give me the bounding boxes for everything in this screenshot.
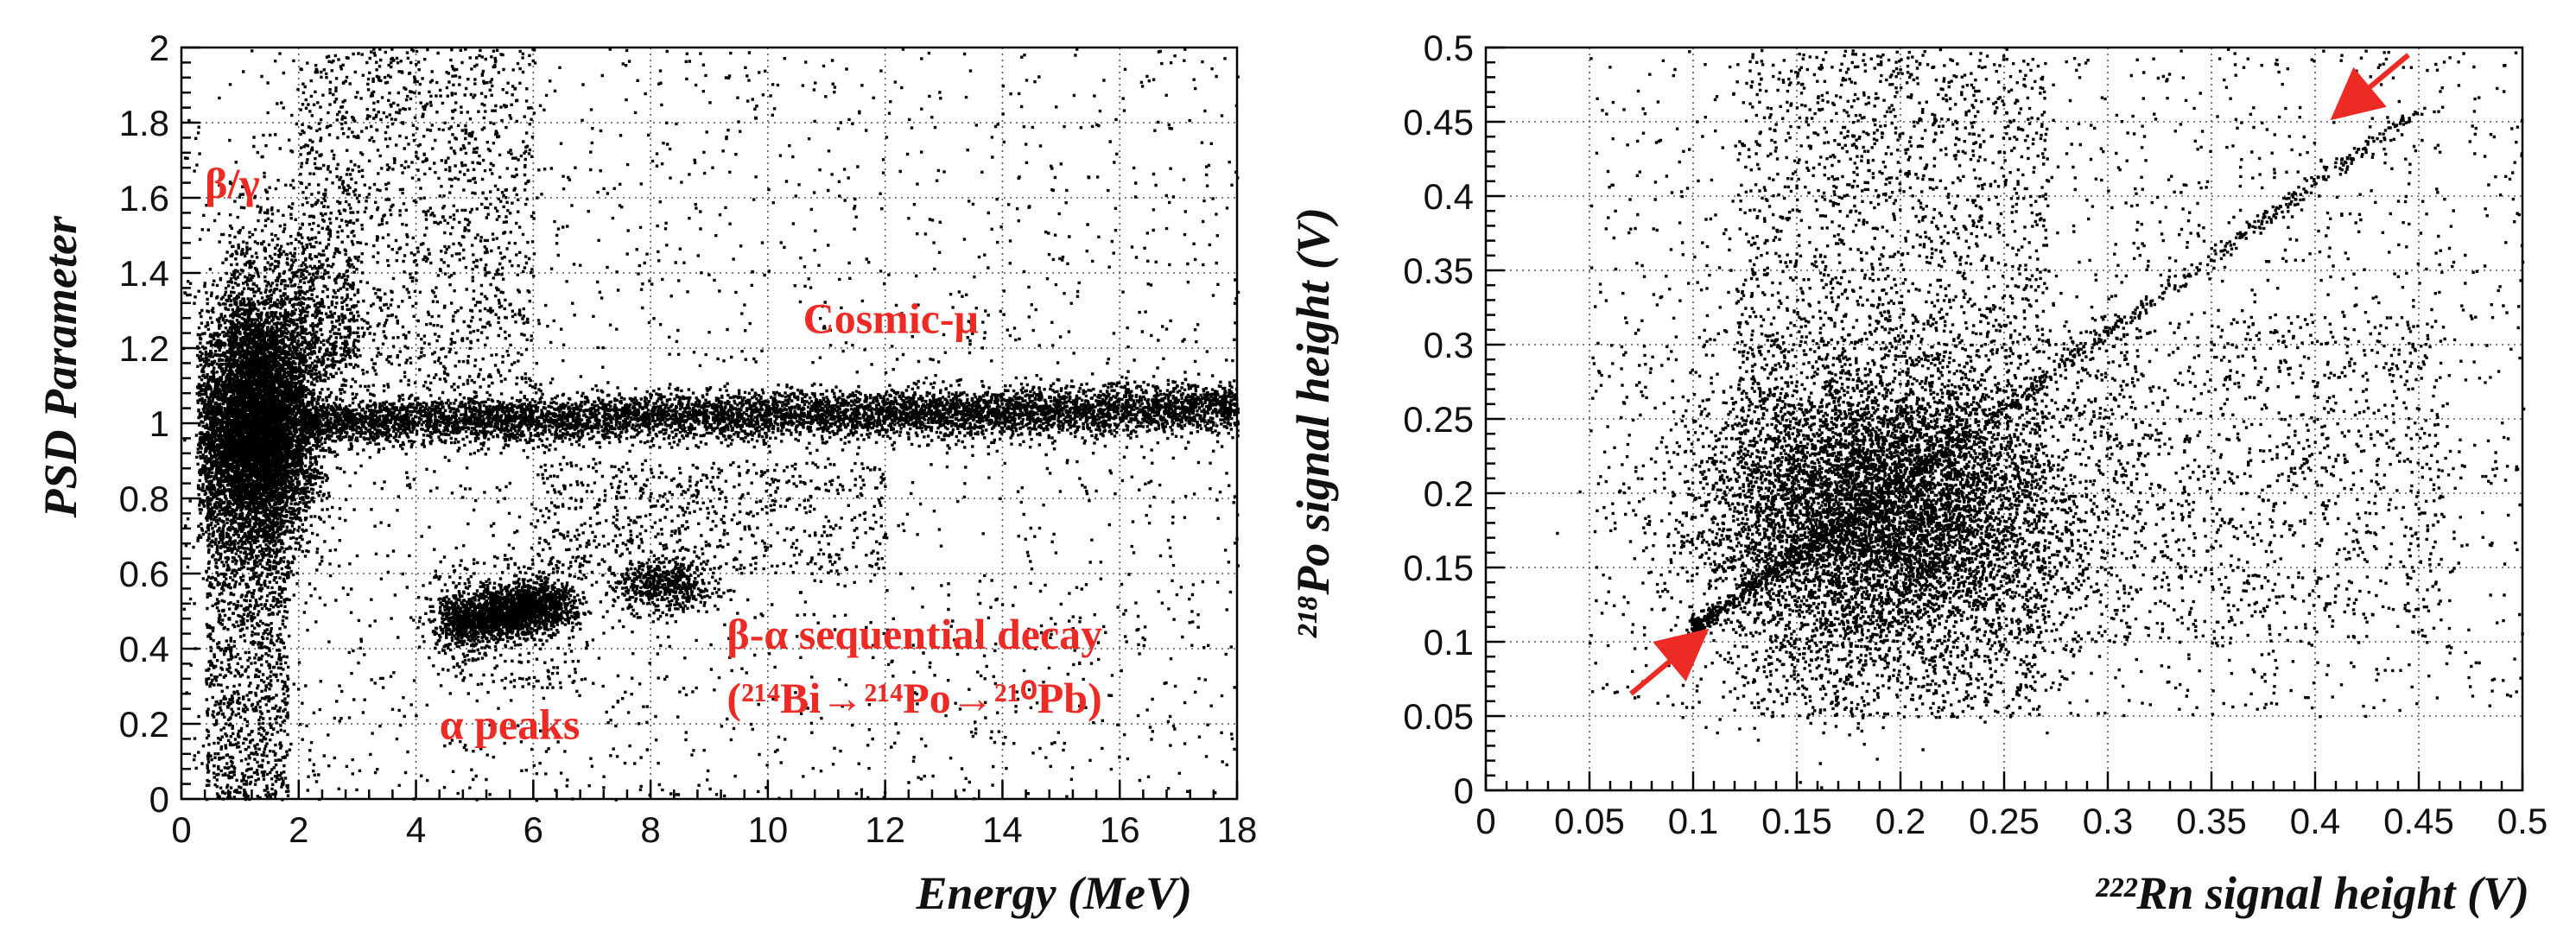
x-tick-label: 12: [865, 809, 905, 850]
y-tick-label: 0.1: [1424, 622, 1474, 663]
right-x-tick-labels: 0 0.05 0.1 0.15 0.2 0.25 0.3 0.35 0.4 0.45 0.5: [1475, 801, 2547, 841]
y-tick-label: 0: [149, 779, 169, 820]
annotation-cosmic-mu: Cosmic-μ: [803, 295, 979, 343]
y-tick-label: 1.8: [119, 103, 169, 143]
y-tick-label: 0.05: [1403, 696, 1474, 737]
red-arrow-1: [1629, 628, 1710, 696]
y-tick-label: 2: [149, 28, 169, 68]
y-tick-label: 0: [1454, 770, 1474, 811]
x-tick-label: 4: [406, 809, 426, 850]
annotation-alpha-peaks: α peaks: [440, 700, 581, 748]
left-scatter-points: [181, 48, 1240, 802]
y-tick-label: 1: [149, 403, 169, 444]
y-tick-label: 0.8: [119, 479, 169, 519]
y-tick-label: 0.4: [119, 629, 169, 669]
x-tick-label: 0.2: [1875, 801, 1926, 841]
y-tick-label: 0.25: [1403, 399, 1474, 440]
left-x-tick-labels: 0 2 4 6 8 10 12 14 16 18: [171, 809, 1257, 850]
x-tick-label: 0.25: [1969, 801, 2040, 841]
left-ticks: [180, 46, 1239, 801]
x-tick-label: 0.4: [2290, 801, 2340, 841]
y-tick-label: 0.2: [1424, 473, 1474, 514]
left-annotations: β/γ Cosmic-μ α peaks β-α sequential deca…: [205, 159, 1102, 748]
y-tick-label: 1.6: [119, 178, 169, 219]
right-plot-frame: [1484, 46, 2524, 792]
x-tick-label: 0.35: [2176, 801, 2247, 841]
right-grid: [1486, 48, 2522, 790]
x-tick-label: 0.1: [1668, 801, 1718, 841]
left-y-tick-labels: 0 0.2 0.4 0.6 0.8 1 1.2 1.4 1.6 1.8 2: [119, 28, 169, 820]
scatter-point-cloud: [181, 48, 1240, 802]
right-chart: 0 0.05 0.1 0.15 0.2 0.25 0.3 0.35 0.4 0.45 0.5 0 0.…: [1287, 28, 2547, 919]
y-tick-label: 0.3: [1424, 325, 1474, 365]
red-arrow-2: [2330, 53, 2410, 121]
left-chart: 0 2 4 6 8 10 12 14 16 18 0 0.2 0.4 0.6 0.8 1 1.2 1.4 1.6 1…: [35, 28, 1257, 919]
x-tick-label: 0.3: [2083, 801, 2133, 841]
y-tick-label: 0.5: [1424, 28, 1474, 68]
annotation-beta-gamma: β/γ: [205, 159, 260, 207]
x-tick-label: 6: [523, 809, 543, 850]
annotation-beta-alpha-decay: β-α sequential decay: [726, 610, 1102, 658]
y-tick-label: 0.45: [1403, 102, 1474, 143]
scatter-point-cloud: [1556, 48, 2526, 789]
y-tick-label: 0.6: [119, 554, 169, 594]
y-tick-label: 1.2: [119, 328, 169, 369]
right-arrows: [1629, 53, 2410, 696]
x-tick-label: 18: [1217, 809, 1258, 850]
right-scatter-points: [1556, 48, 2526, 789]
x-tick-label: 8: [640, 809, 660, 850]
right-y-axis-title: ²¹⁸Po signal height (V): [1287, 207, 1339, 639]
x-tick-label: 0: [1475, 801, 1495, 841]
x-tick-label: 10: [748, 809, 789, 850]
y-tick-label: 0.4: [1424, 176, 1474, 217]
annotation-decay-chain: (²¹⁴Bi→²¹⁴Po→²¹⁰Pb): [726, 674, 1101, 722]
x-tick-label: 0.15: [1761, 801, 1832, 841]
x-tick-label: 16: [1100, 809, 1140, 850]
right-y-tick-labels: 0 0.05 0.1 0.15 0.2 0.25 0.3 0.35 0.4 0.45 0.5: [1403, 28, 1474, 811]
right-x-axis-title: ²²²Rn signal height (V): [2095, 867, 2529, 919]
y-tick-label: 0.35: [1403, 250, 1474, 291]
y-tick-label: 1.4: [119, 253, 169, 294]
left-y-axis-title: PSD Parameter: [35, 215, 86, 518]
y-tick-label: 0.2: [119, 704, 169, 745]
left-x-axis-title: Energy (MeV): [916, 867, 1192, 919]
x-tick-label: 0.5: [2497, 801, 2547, 841]
x-tick-label: 0: [171, 809, 191, 850]
right-ticks: [1484, 46, 2524, 792]
x-tick-label: 14: [982, 809, 1023, 850]
x-tick-label: 2: [289, 809, 308, 850]
x-tick-label: 0.05: [1554, 801, 1625, 841]
y-tick-label: 0.15: [1403, 548, 1474, 588]
x-tick-label: 0.45: [2383, 801, 2454, 841]
